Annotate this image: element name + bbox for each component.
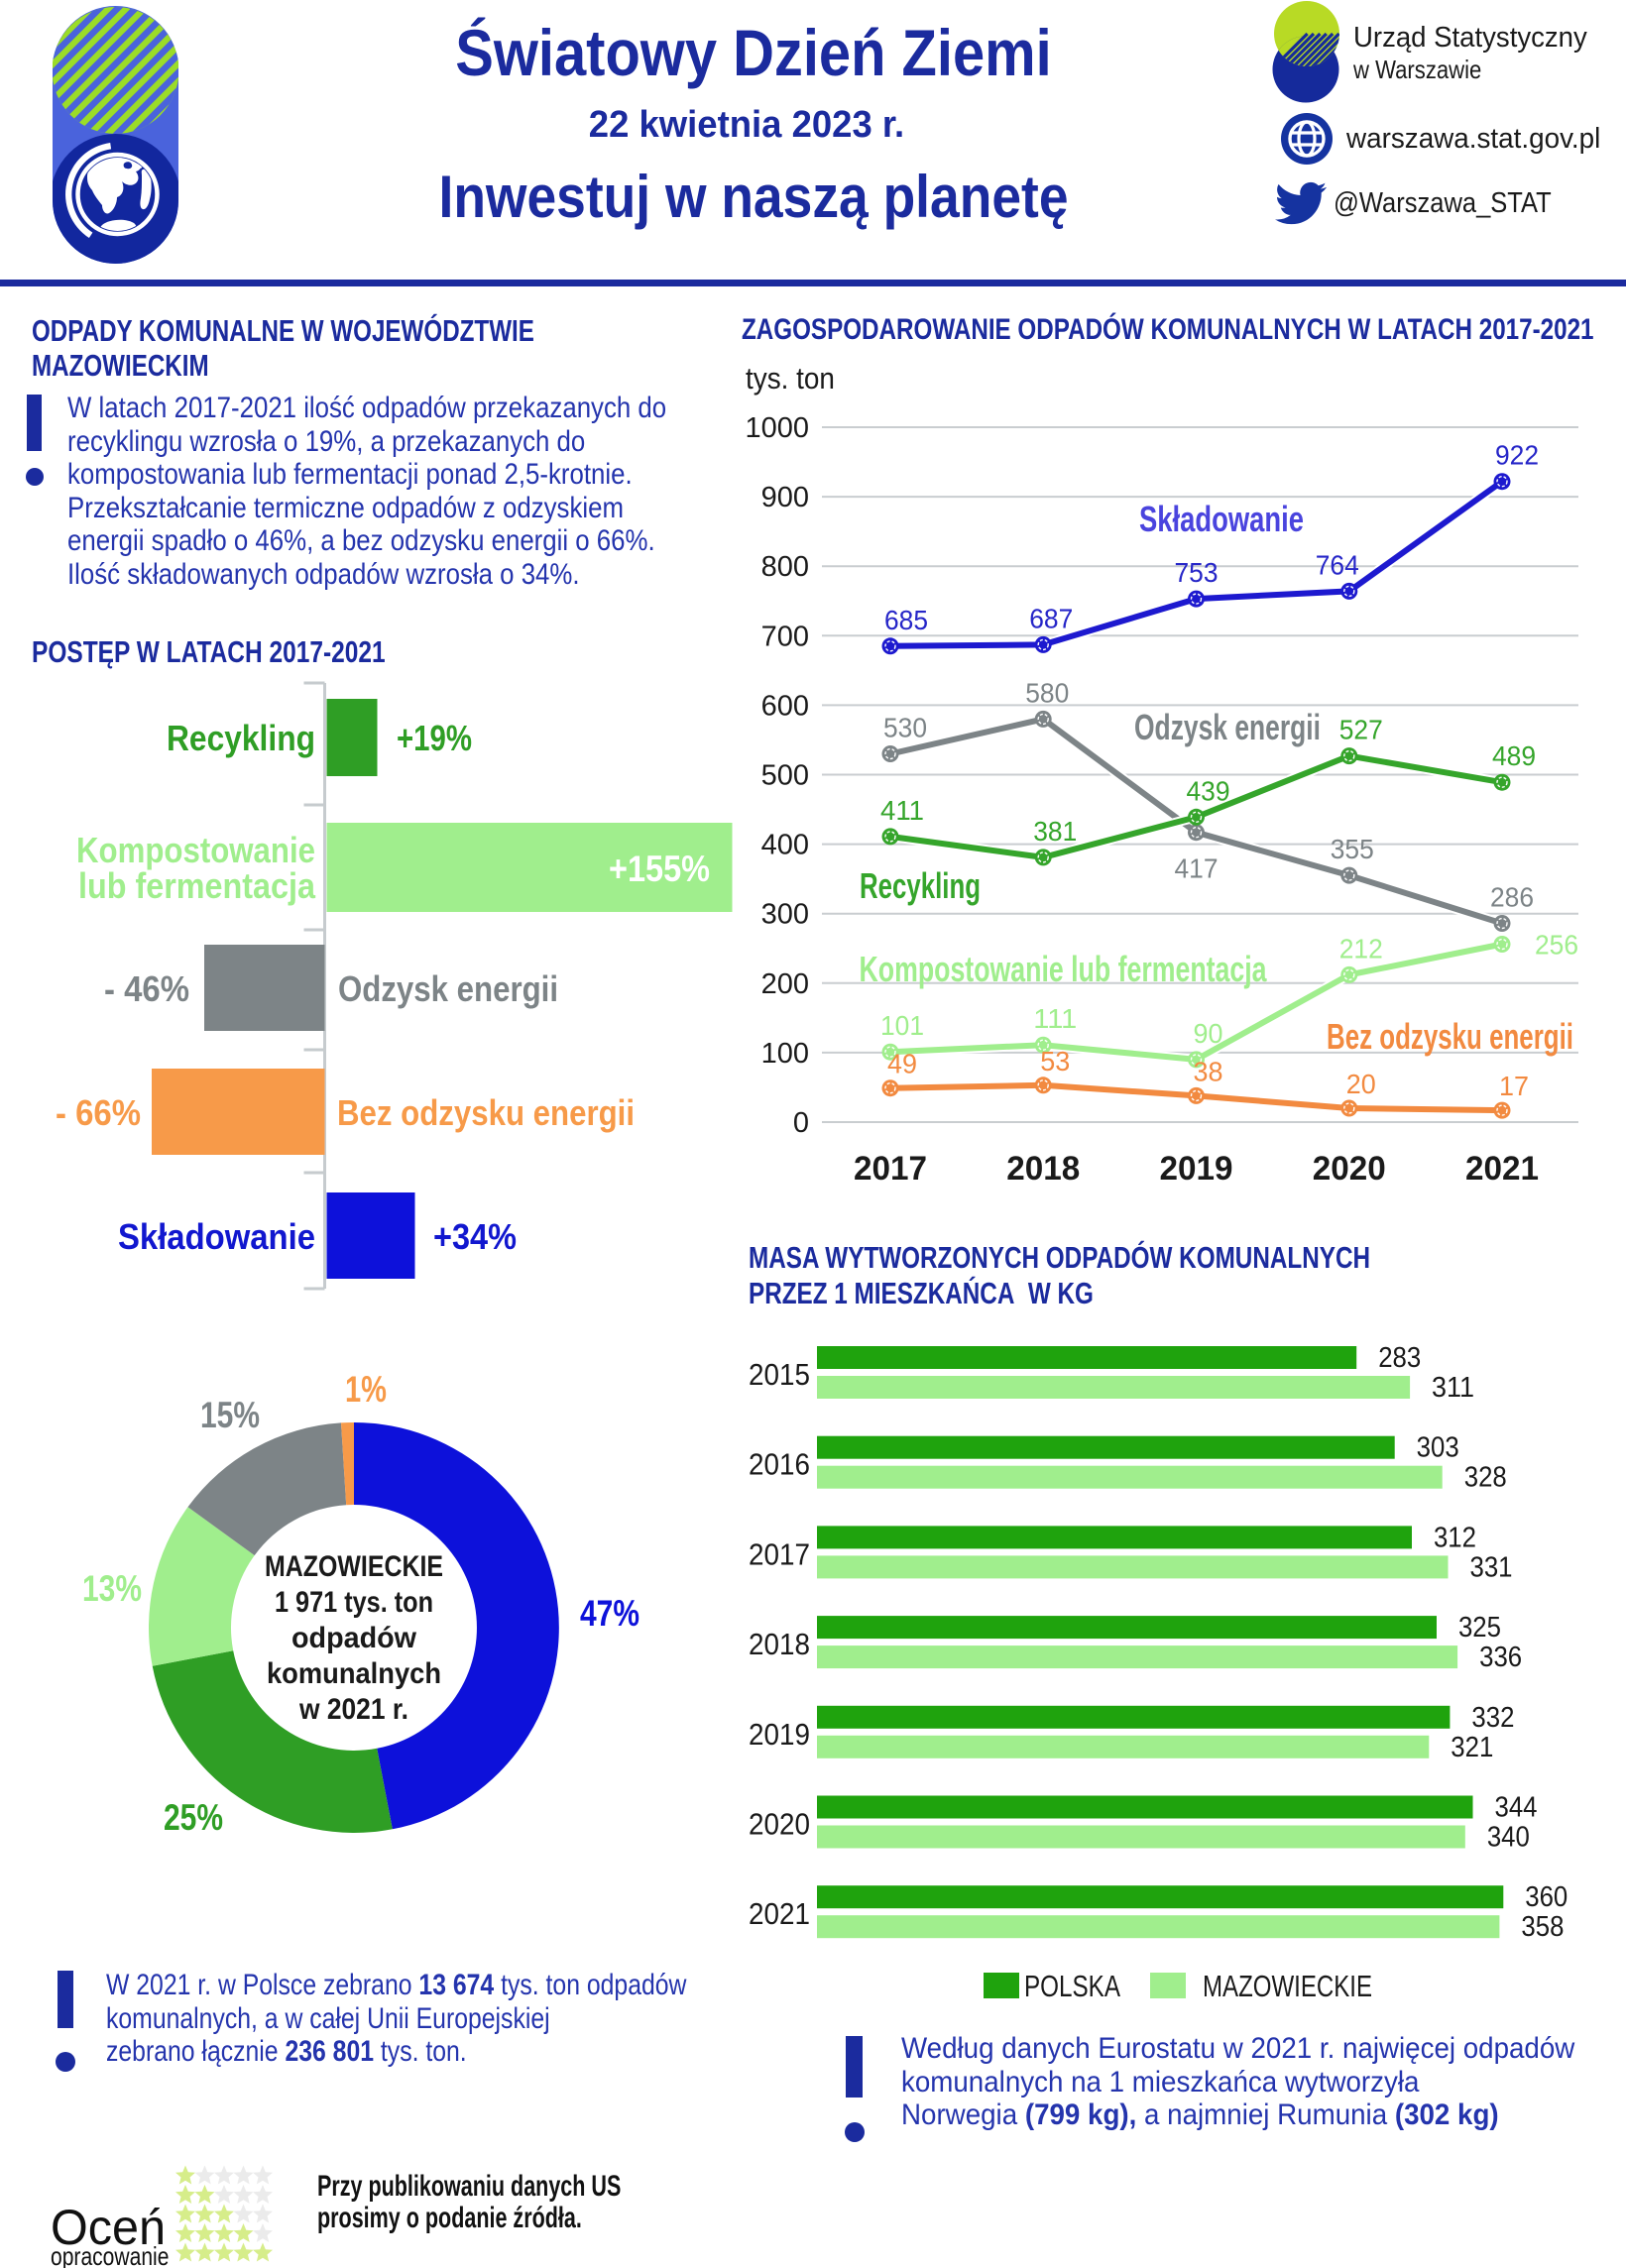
svg-text:344: 344	[1495, 1792, 1538, 1824]
svg-text:336: 336	[1479, 1642, 1522, 1673]
svg-text:685: 685	[884, 605, 928, 635]
svg-text:687: 687	[1029, 603, 1073, 633]
svg-text:w 2021 r.: w 2021 r.	[298, 1693, 408, 1726]
svg-text:358: 358	[1521, 1911, 1564, 1943]
svg-text:- 46%: - 46%	[104, 968, 189, 1009]
svg-text:MAZOWIECKIE: MAZOWIECKIE	[265, 1550, 443, 1583]
svg-text:13%: 13%	[82, 1568, 142, 1609]
svg-text:20: 20	[1346, 1069, 1376, 1099]
svg-text:489: 489	[1492, 740, 1536, 771]
svg-text:Kompostowanie: Kompostowanie	[76, 830, 315, 870]
svg-text:0: 0	[793, 1107, 809, 1139]
svg-text:2017: 2017	[749, 1536, 810, 1571]
svg-text:800: 800	[761, 551, 809, 583]
svg-text:360: 360	[1525, 1881, 1568, 1913]
svg-text:355: 355	[1331, 834, 1374, 864]
svg-text:1 971 tys. ton: 1 971 tys. ton	[275, 1586, 433, 1619]
svg-text:2018: 2018	[1006, 1150, 1080, 1188]
svg-text:Bez odzysku energii: Bez odzysku energii	[1327, 1016, 1573, 1057]
svg-text:47%: 47%	[580, 1593, 639, 1634]
svg-text:Składowanie: Składowanie	[118, 1216, 315, 1257]
svg-text:25%: 25%	[164, 1797, 223, 1838]
svg-text:328: 328	[1464, 1462, 1507, 1494]
svg-text:+155%: +155%	[609, 849, 710, 889]
svg-text:256: 256	[1535, 930, 1578, 961]
svg-text:2020: 2020	[1313, 1150, 1386, 1188]
svg-text:2017: 2017	[854, 1150, 927, 1188]
svg-text:2015: 2015	[749, 1357, 810, 1392]
svg-text:1%: 1%	[345, 1369, 387, 1410]
svg-text:100: 100	[761, 1038, 809, 1070]
svg-text:Bez odzysku energii: Bez odzysku energii	[337, 1092, 635, 1133]
svg-text:212: 212	[1339, 933, 1383, 964]
svg-text:2019: 2019	[749, 1717, 810, 1752]
svg-text:922: 922	[1495, 440, 1539, 471]
svg-text:340: 340	[1487, 1822, 1530, 1854]
svg-text:- 66%: - 66%	[56, 1092, 141, 1133]
svg-text:2021: 2021	[749, 1896, 810, 1931]
svg-text:200: 200	[761, 968, 809, 1000]
svg-text:312: 312	[1434, 1522, 1476, 1553]
svg-text:49: 49	[887, 1049, 917, 1079]
svg-text:2016: 2016	[749, 1447, 810, 1482]
svg-text:2021: 2021	[1465, 1150, 1539, 1188]
svg-text:Składowanie: Składowanie	[1139, 499, 1304, 539]
svg-text:15%: 15%	[200, 1395, 260, 1435]
svg-text:101: 101	[880, 1010, 924, 1041]
svg-text:lub fermentacja: lub fermentacja	[78, 865, 316, 906]
svg-text:POLSKA: POLSKA	[1024, 1969, 1120, 2003]
svg-text:komunalnych: komunalnych	[267, 1657, 441, 1690]
svg-text:439: 439	[1187, 775, 1230, 806]
svg-text:53: 53	[1040, 1046, 1070, 1077]
svg-text:38: 38	[1194, 1056, 1223, 1086]
svg-text:2018: 2018	[749, 1627, 810, 1661]
svg-text:2020: 2020	[749, 1807, 810, 1842]
svg-text:900: 900	[761, 482, 809, 513]
svg-text:Recykling: Recykling	[860, 865, 981, 906]
svg-text:286: 286	[1490, 882, 1534, 913]
svg-text:311: 311	[1432, 1372, 1474, 1404]
svg-text:321: 321	[1451, 1732, 1493, 1763]
svg-text:325: 325	[1458, 1612, 1501, 1644]
svg-text:Kompostowanie lub fermentacja: Kompostowanie lub fermentacja	[860, 949, 1268, 989]
svg-text:283: 283	[1378, 1342, 1421, 1374]
svg-text:Odzysk energii: Odzysk energii	[338, 968, 558, 1009]
svg-text:1000: 1000	[745, 412, 809, 444]
svg-text:753: 753	[1175, 557, 1219, 588]
svg-text:500: 500	[761, 760, 809, 792]
svg-text:400: 400	[761, 830, 809, 861]
svg-text:600: 600	[761, 690, 809, 722]
svg-text:417: 417	[1175, 853, 1219, 884]
svg-text:764: 764	[1316, 549, 1359, 580]
svg-text:17: 17	[1499, 1071, 1529, 1101]
svg-text:odpadów: odpadów	[291, 1622, 417, 1654]
svg-text:MAZOWIECKIE: MAZOWIECKIE	[1203, 1969, 1372, 2003]
svg-text:411: 411	[880, 795, 924, 826]
svg-text:Recykling: Recykling	[167, 718, 315, 758]
svg-text:303: 303	[1417, 1432, 1459, 1464]
svg-text:527: 527	[1339, 715, 1383, 745]
svg-text:530: 530	[883, 712, 927, 742]
svg-text:381: 381	[1033, 816, 1077, 847]
svg-text:+34%: +34%	[433, 1216, 517, 1257]
svg-text:700: 700	[761, 621, 809, 652]
svg-text:580: 580	[1025, 677, 1069, 708]
svg-text:2019: 2019	[1160, 1150, 1233, 1188]
svg-text:111: 111	[1033, 1003, 1077, 1034]
svg-text:300: 300	[761, 899, 809, 931]
svg-text:+19%: +19%	[397, 718, 472, 758]
svg-text:331: 331	[1470, 1551, 1513, 1583]
svg-text:332: 332	[1471, 1702, 1514, 1734]
svg-text:90: 90	[1194, 1018, 1223, 1049]
svg-text:Odzysk energii: Odzysk energii	[1134, 707, 1321, 747]
